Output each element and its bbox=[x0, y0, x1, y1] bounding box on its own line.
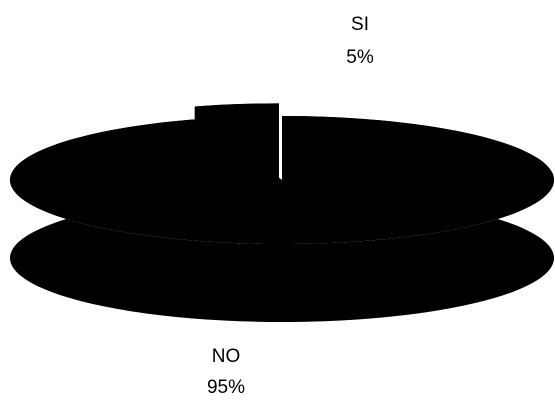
slice-value-label-si: 5% bbox=[346, 47, 374, 68]
slice-value-label-no: 95% bbox=[207, 377, 245, 398]
pie-slice-no bbox=[10, 116, 555, 322]
slice-label-si: SI bbox=[351, 14, 369, 35]
pie-slice-top-si bbox=[194, 103, 279, 168]
pie-slice-si bbox=[194, 103, 279, 246]
slice-label-no: NO bbox=[212, 346, 241, 367]
pie-slice-top-no bbox=[10, 116, 555, 244]
pie-slice-wall-si-0 bbox=[194, 106, 279, 246]
